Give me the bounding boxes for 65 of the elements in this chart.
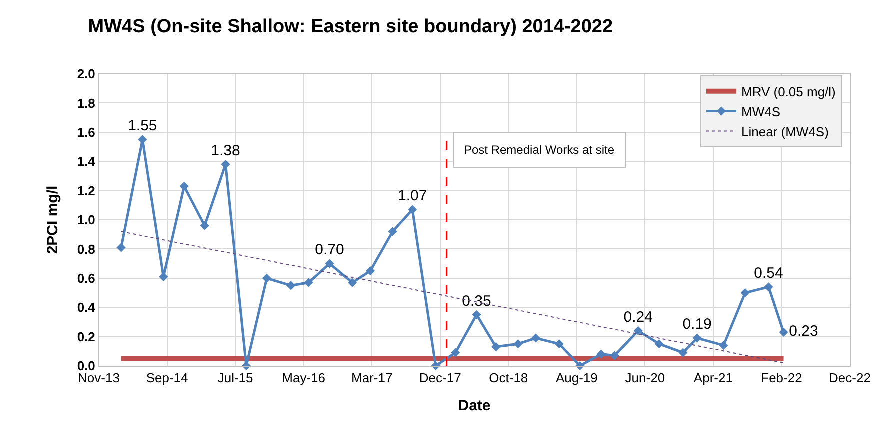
point [200,221,210,230]
point [531,334,540,343]
point [740,288,750,298]
x-tick-label: Sep-14 [146,370,188,386]
point [451,348,460,358]
point [492,342,501,352]
point [180,182,189,191]
point [764,282,774,292]
point [388,227,398,236]
legend-label: Linear (MW4S) [741,124,829,140]
point [610,351,620,360]
ref-line-label: Post Remedial Works at site [464,143,615,157]
point [221,160,230,170]
y-tick-label: 1.8 [77,96,96,111]
point [779,328,788,337]
data-label: 1.07 [398,188,428,205]
x-axis-title: Date [458,398,491,415]
point [596,350,606,359]
x-tick-label: Mar-17 [351,370,393,386]
point [678,348,688,358]
data-label: 1.38 [211,142,240,160]
legend-label: MRV (0.05 mg/l) [741,84,836,100]
y-tick-label: 1.4 [77,154,96,170]
point [719,341,728,350]
data-label: 0.19 [682,316,712,334]
y-tick-label: 0.6 [77,270,96,286]
point [325,259,334,268]
point [366,266,376,276]
y-tick-label: 2.0 [77,66,96,82]
legend-label: MW4S [741,104,781,120]
chart-title: MW4S (On-site Shallow: Eastern site boundary) 2014-2022 [88,16,614,38]
point [554,340,564,349]
data-label: 1.55 [128,118,158,135]
x-tick-label: Oct-18 [489,370,528,386]
point [514,340,523,349]
x-tick-label: Aug-19 [556,370,598,386]
point [654,340,664,349]
data-label: 0.23 [789,323,818,340]
point [408,205,418,214]
y-tick-label: 1.0 [77,212,96,228]
x-tick-label: Apr-21 [694,370,733,386]
y-tick-label: 1.6 [77,124,96,140]
point [262,274,272,283]
point [472,310,482,320]
point [304,278,314,288]
x-tick-label: Feb-22 [761,370,802,386]
x-tick-label: Dec-22 [829,370,871,386]
data-label: 0.70 [315,242,344,259]
data-label: 0.24 [624,308,653,326]
point [116,243,126,252]
x-tick-label: Jun-20 [625,370,666,386]
x-tick-label: May-16 [282,370,326,386]
x-tick-label: Dec-17 [419,370,462,386]
point [692,334,702,343]
data-label: 0.35 [462,292,492,310]
data-label: 0.54 [754,265,784,282]
y-tick-label: 0.2 [77,329,96,344]
point [348,278,358,288]
y-tick-label: 0.8 [77,242,96,257]
y-tick-label: 0.4 [77,300,96,316]
point [634,326,643,336]
y-axis-title: 2PCI mg/l [44,186,62,254]
point [286,281,296,290]
x-tick-label: Jul-15 [218,370,254,386]
y-tick-label: 1.2 [77,183,96,198]
